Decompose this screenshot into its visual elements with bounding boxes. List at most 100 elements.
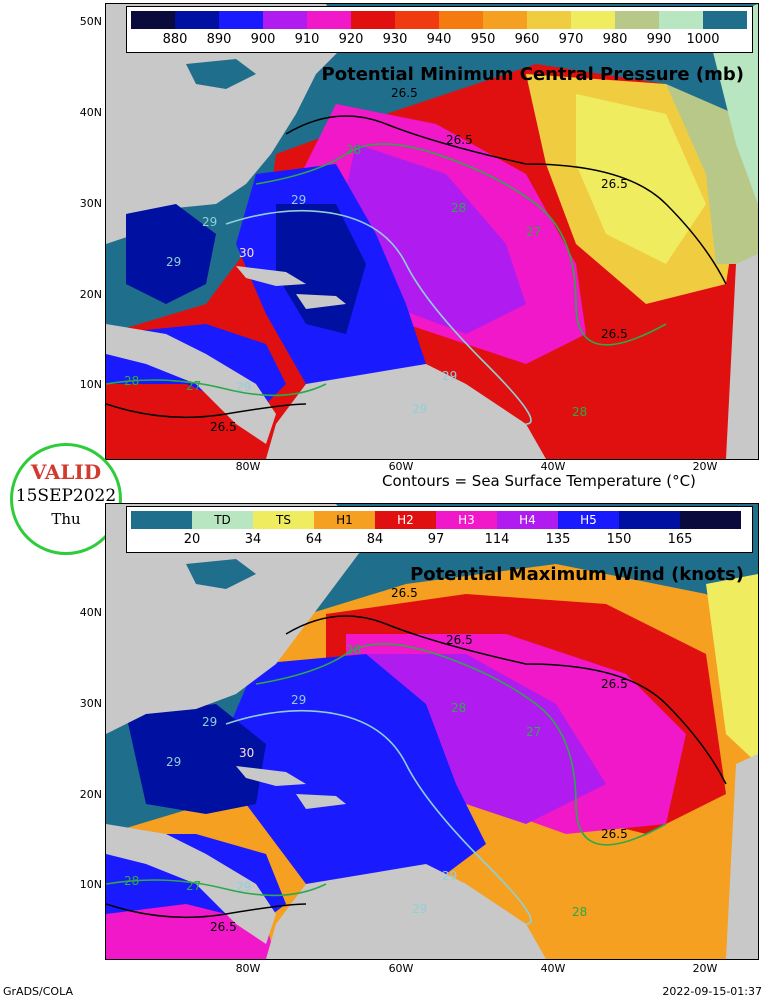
lat-label: 30N: [79, 697, 102, 710]
legend-label: 135: [545, 532, 571, 547]
legend-label: 900: [250, 32, 276, 47]
contour-label: 26.5: [210, 920, 237, 934]
lon-label: 60W: [388, 460, 414, 473]
contour-label: 28: [572, 905, 587, 919]
lon-label: 40W: [540, 460, 566, 473]
contour-label: 28: [124, 874, 139, 888]
lon-label: 40W: [540, 962, 566, 975]
contour-label: 28: [346, 643, 361, 657]
contour-label: 28: [451, 201, 466, 215]
contour-label: 29: [442, 869, 457, 883]
legend-label: 20: [183, 532, 201, 547]
lat-label: 40N: [79, 606, 102, 619]
contour-label: 29: [291, 693, 306, 707]
legend-label: 150: [606, 532, 632, 547]
contour-label: 29: [236, 880, 251, 894]
legend-swatch: H3: [436, 511, 497, 529]
pressure-map-panel: 26.5 26.5 26.5 26.5 26.5 27 27 28 28 28 …: [105, 3, 759, 460]
contour-label: 30: [239, 246, 254, 260]
contour-label: 29: [442, 369, 457, 383]
footer-timestamp: 2022-09-15-01:37: [662, 985, 762, 998]
contour-label: 27: [186, 879, 201, 893]
legend-swatch: [680, 511, 741, 529]
valid-word: VALID: [30, 460, 102, 484]
valid-date-badge: VALID 15SEP2022 Thu: [10, 443, 122, 555]
legend-label: 1000: [686, 32, 720, 47]
contour-label: 29: [412, 402, 427, 416]
contour-caption: Contours = Sea Surface Temperature (°C): [382, 472, 696, 490]
contour-label: 29: [236, 380, 251, 394]
pressure-legend-labels: 880 890 900 910 920 930 940 950 960 970 980 990 1000: [131, 32, 751, 50]
contour-label: 29: [412, 902, 427, 916]
lat-label: 40N: [79, 106, 102, 119]
legend-label: 930: [382, 32, 408, 47]
legend-label: 960: [514, 32, 540, 47]
contour-label: 29: [166, 755, 181, 769]
contour-label: 28: [346, 143, 361, 157]
lat-label: 20N: [79, 288, 102, 301]
lon-label: 60W: [388, 962, 414, 975]
north-america-land: [106, 4, 346, 244]
legend-swatch: [131, 11, 175, 29]
wind-map: 26.5 26.5 26.5 26.5 26.5 27 27 28 28 28 …: [106, 504, 758, 959]
contour-label: 29: [291, 193, 306, 207]
contour-label: 28: [124, 374, 139, 388]
lat-label: 30N: [79, 197, 102, 210]
legend-swatch: [703, 11, 747, 29]
legend-label: 910: [294, 32, 320, 47]
contour-label: 26.5: [391, 86, 418, 100]
contour-label: 26.5: [446, 633, 473, 647]
legend-swatch: H1: [314, 511, 375, 529]
lon-label: 20W: [692, 460, 718, 473]
contour-label: 26.5: [601, 677, 628, 691]
legend-label: 64: [305, 532, 323, 547]
wind-legend-labels: 20 34 64 84 97 114 135 150 165: [131, 532, 751, 550]
legend-swatch: H2: [375, 511, 436, 529]
legend-swatch: [615, 11, 659, 29]
contour-label: 26.5: [446, 133, 473, 147]
lat-label: 50N: [79, 15, 102, 28]
lat-label: 20N: [79, 788, 102, 801]
wind-legend-swatches: TD TS H1 H2 H3 H4 H5: [131, 511, 741, 529]
legend-label: 940: [426, 32, 452, 47]
wind-map-title: Potential Maximum Wind (knots): [410, 564, 744, 585]
legend-label: 980: [602, 32, 628, 47]
contour-label: 29: [202, 215, 217, 229]
contour-label: 27: [186, 379, 201, 393]
contour-label: 26.5: [210, 420, 237, 434]
legend-swatch: [483, 11, 527, 29]
contour-label: 26.5: [601, 177, 628, 191]
lat-label: 10N: [79, 878, 102, 891]
legend-swatch: [131, 511, 192, 529]
lat-label: 10N: [79, 378, 102, 391]
contour-label: 28: [451, 701, 466, 715]
pressure-legend-swatches: [131, 11, 747, 29]
legend-swatch: [659, 11, 703, 29]
legend-swatch: H5: [558, 511, 619, 529]
great-lakes: [186, 59, 256, 89]
contour-label: 28: [572, 405, 587, 419]
legend-swatch: TD: [192, 511, 253, 529]
legend-swatch: [263, 11, 307, 29]
legend-label: 890: [206, 32, 232, 47]
contour-label: 26.5: [601, 327, 628, 341]
contour-label: 30: [239, 746, 254, 760]
footer-credit: GrADS/COLA: [3, 985, 73, 998]
contour-label: 26.5: [391, 586, 418, 600]
legend-label: 920: [338, 32, 364, 47]
valid-date: 15SEP2022: [15, 486, 117, 506]
contour-label: 27: [526, 225, 541, 239]
pressure-map: 26.5 26.5 26.5 26.5 26.5 27 27 28 28 28 …: [106, 4, 758, 459]
legend-swatch: [175, 11, 219, 29]
contour-label: 29: [166, 255, 181, 269]
legend-label: 165: [667, 532, 693, 547]
contour-label: 26.5: [601, 827, 628, 841]
wind-legend: TD TS H1 H2 H3 H4 H5 20 34 64 84 97 114 135 150 165: [126, 506, 753, 553]
legend-swatch: TS: [253, 511, 314, 529]
legend-label: 34: [244, 532, 262, 547]
legend-swatch: [571, 11, 615, 29]
legend-label: 114: [484, 532, 510, 547]
contour-label: 29: [202, 715, 217, 729]
legend-label: 990: [646, 32, 672, 47]
pressure-legend: 880 890 900 910 920 930 940 950 960 970 980 990 1000: [126, 6, 753, 53]
